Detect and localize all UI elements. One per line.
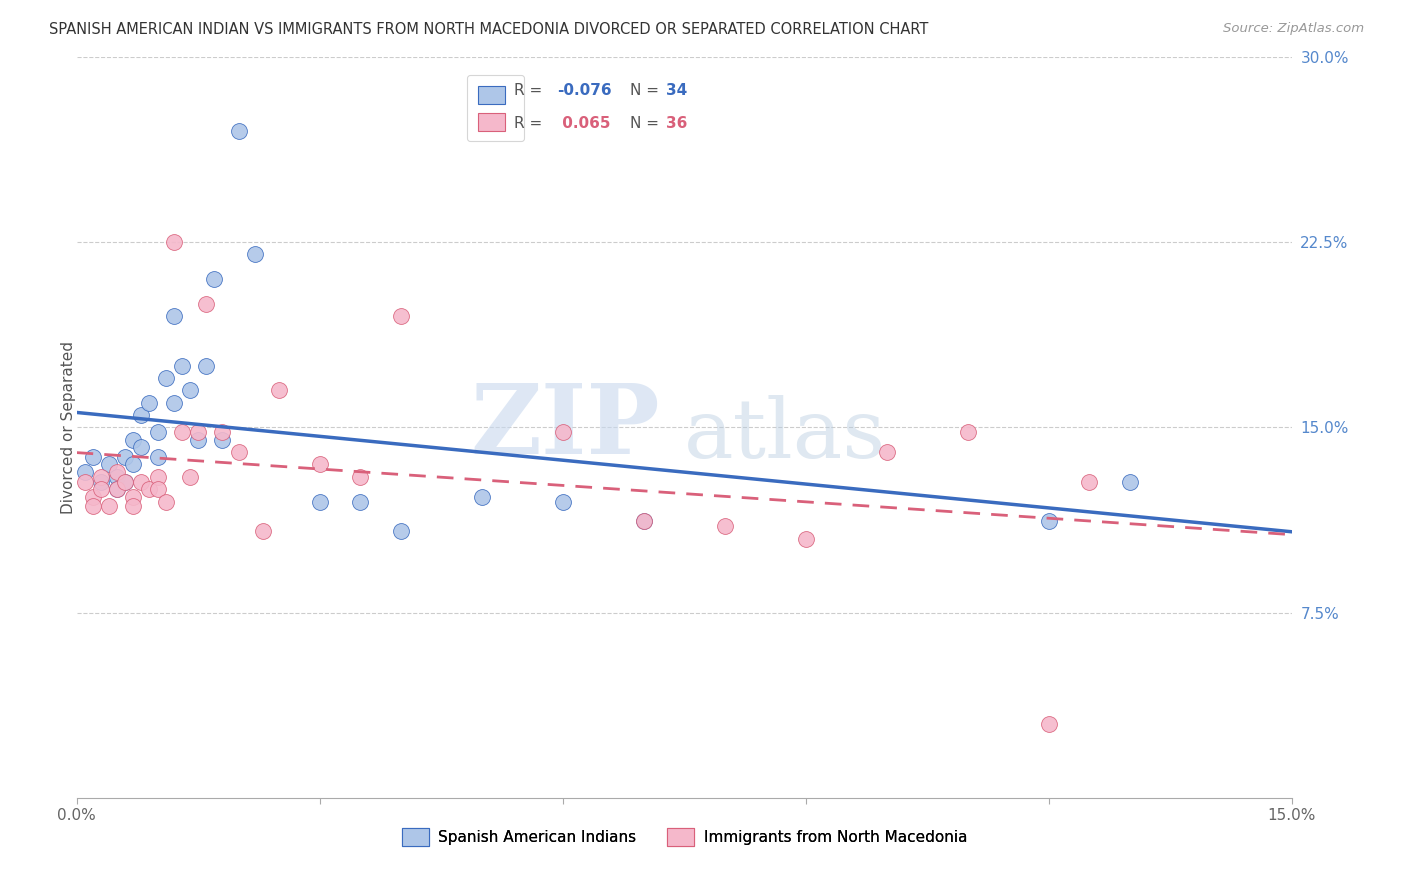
Point (138, 395, 160, 409)
Point (114, 475, 136, 489)
Point (82, 450, 104, 464)
Point (179, 470, 201, 484)
Point (105, 482, 128, 496)
Text: R =: R = (515, 116, 543, 131)
Point (131, 475, 153, 489)
Point (551, 494, 574, 508)
Point (122, 490, 145, 504)
Point (146, 425, 169, 440)
Point (114, 450, 136, 464)
Point (211, 433, 233, 447)
Point (122, 433, 145, 447)
Point (105, 465, 128, 479)
Point (243, 247, 266, 261)
Point (195, 297, 218, 311)
Point (349, 470, 371, 484)
Point (308, 458, 330, 472)
Point (90, 482, 112, 496)
Point (122, 458, 145, 472)
Point (155, 371, 177, 385)
Point (956, 425, 979, 440)
Point (98, 500, 121, 514)
Point (146, 482, 169, 496)
Point (195, 359, 218, 373)
Point (105, 482, 128, 496)
Point (155, 494, 177, 508)
Point (389, 524, 412, 538)
Point (269, 384, 291, 398)
Text: SPANISH AMERICAN INDIAN VS IMMIGRANTS FROM NORTH MACEDONIA DIVORCED OR SEPARATED: SPANISH AMERICAN INDIAN VS IMMIGRANTS FR… (49, 22, 928, 37)
Point (551, 425, 574, 440)
Point (90, 470, 112, 484)
Point (82, 500, 104, 514)
Text: N =: N = (630, 83, 658, 97)
Legend: Spanish American Indians, Immigrants from North Macedonia: Spanish American Indians, Immigrants fro… (394, 821, 974, 854)
Point (146, 470, 169, 484)
Point (73, 465, 96, 479)
Point (1119, 475, 1142, 489)
Point (389, 309, 412, 323)
Point (228, 124, 250, 138)
Text: 36: 36 (666, 116, 688, 131)
Text: R =: R = (515, 83, 543, 97)
Point (876, 445, 898, 459)
Point (163, 235, 186, 249)
Point (131, 440, 153, 454)
Point (228, 445, 250, 459)
Text: atlas: atlas (685, 395, 886, 475)
Point (163, 395, 186, 409)
Point (131, 408, 153, 422)
Point (308, 494, 330, 508)
Point (163, 309, 186, 323)
Text: N =: N = (630, 116, 658, 131)
Point (211, 425, 233, 440)
Point (73, 475, 96, 489)
Point (82, 490, 104, 504)
Point (98, 458, 121, 472)
Point (633, 514, 655, 528)
Point (90, 475, 112, 489)
Point (122, 500, 145, 514)
Point (187, 425, 209, 440)
Point (1078, 475, 1101, 489)
Point (633, 514, 655, 528)
Y-axis label: Divorced or Separated: Divorced or Separated (60, 341, 76, 514)
Point (170, 425, 193, 440)
Text: ZIP: ZIP (471, 380, 659, 475)
Point (202, 272, 225, 286)
Point (105, 470, 128, 484)
Text: 34: 34 (666, 83, 688, 97)
Point (138, 482, 160, 496)
Point (252, 524, 274, 538)
Point (471, 490, 494, 504)
Point (146, 450, 169, 464)
Point (179, 384, 201, 398)
Text: Source: ZipAtlas.com: Source: ZipAtlas.com (1223, 22, 1364, 36)
Point (114, 475, 136, 489)
Point (1038, 514, 1060, 528)
Point (1038, 717, 1060, 731)
Point (170, 359, 193, 373)
Text: -0.076: -0.076 (557, 83, 612, 97)
Point (794, 532, 817, 546)
Point (187, 433, 209, 447)
Point (349, 494, 371, 508)
Point (713, 519, 735, 533)
Text: 0.065: 0.065 (557, 116, 610, 131)
